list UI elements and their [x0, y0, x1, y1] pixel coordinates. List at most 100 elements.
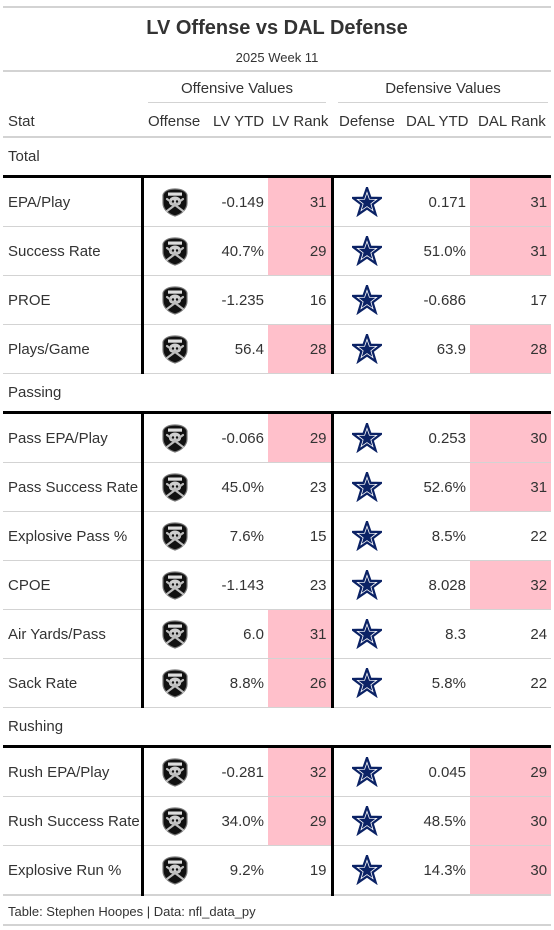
lv-rank-value: 23 — [268, 560, 332, 610]
stat-name: Pass Success Rate — [3, 462, 142, 512]
lv-ytd-value: 7.6% — [206, 511, 268, 561]
cowboys-star-icon — [330, 609, 400, 659]
lv-ytd-value: 6.0 — [206, 609, 268, 659]
group-row: Passing — [3, 373, 552, 414]
lv-ytd-value: 45.0% — [206, 462, 268, 512]
lv-ytd-value: 34.0% — [206, 796, 268, 846]
stat-name: CPOE — [3, 560, 142, 610]
col-header-dal-ytd: DAL YTD — [406, 113, 469, 130]
col-header-lv-rank: LV Rank — [272, 113, 329, 130]
col-header-defense: Defense — [339, 113, 395, 130]
dal-rank-value: 30 — [470, 412, 552, 463]
stat-name: PROE — [3, 275, 142, 325]
raiders-logo-icon — [140, 845, 206, 896]
table-row: Sack Rate 8.8% 26 5.8% 22 — [3, 658, 552, 708]
dal-ytd-value: 8.3 — [400, 609, 470, 659]
dal-rank-value: 17 — [470, 275, 552, 325]
table-row: Rush EPA/Play -0.281 32 0.045 29 — [3, 746, 552, 797]
dal-rank-value: 31 — [470, 462, 552, 512]
cowboys-star-icon — [330, 462, 400, 512]
lv-rank-value: 26 — [268, 658, 332, 708]
cowboys-star-icon — [330, 176, 400, 227]
lv-rank-value: 31 — [268, 609, 332, 659]
source-note: Table: Stephen Hoopes | Data: nfl_data_p… — [8, 904, 256, 919]
table-row: Rush Success Rate 34.0% 29 48.5% 30 — [3, 796, 552, 846]
lv-rank-value: 29 — [268, 226, 332, 276]
lv-rank-value: 19 — [268, 845, 332, 896]
dal-ytd-value: 52.6% — [400, 462, 470, 512]
header-rule — [3, 70, 551, 72]
stat-name: Sack Rate — [3, 658, 142, 708]
raiders-logo-icon — [140, 275, 206, 325]
table-row: Plays/Game 56.4 28 63.9 28 — [3, 324, 552, 374]
cowboys-star-icon — [330, 560, 400, 610]
dal-ytd-value: 63.9 — [400, 324, 470, 374]
stat-name: Success Rate — [3, 226, 142, 276]
raiders-logo-icon — [140, 560, 206, 610]
dal-ytd-value: 8.028 — [400, 560, 470, 610]
lv-ytd-value: -0.066 — [206, 412, 268, 463]
lv-ytd-value: 8.8% — [206, 658, 268, 708]
raiders-logo-icon — [140, 226, 206, 276]
cowboys-star-icon — [330, 746, 400, 797]
lv-rank-value: 16 — [268, 275, 332, 325]
table-row: Success Rate 40.7% 29 51.0% 31 — [3, 226, 552, 276]
dal-ytd-value: -0.686 — [400, 275, 470, 325]
lv-rank-value: 23 — [268, 462, 332, 512]
cowboys-star-icon — [330, 511, 400, 561]
dal-rank-value: 22 — [470, 511, 552, 561]
lv-rank-value: 29 — [268, 796, 332, 846]
lv-rank-value: 32 — [268, 746, 332, 797]
dal-ytd-value: 0.171 — [400, 176, 470, 227]
column-header-rule — [3, 136, 551, 138]
col-header-dal-rank: DAL Rank — [478, 113, 546, 130]
stat-name: Air Yards/Pass — [3, 609, 142, 659]
dal-ytd-value: 8.5% — [400, 511, 470, 561]
table-row: Air Yards/Pass 6.0 31 8.3 24 — [3, 609, 552, 659]
group-row: Rushing — [3, 707, 552, 748]
group-label: Passing — [3, 373, 552, 414]
dal-ytd-value: 51.0% — [400, 226, 470, 276]
defense-spanner: Defensive Values — [385, 80, 501, 97]
table-row: Pass Success Rate 45.0% 23 52.6% 31 — [3, 462, 552, 512]
raiders-logo-icon — [140, 462, 206, 512]
table-subtitle: 2025 Week 11 — [235, 50, 319, 65]
stat-name: Explosive Pass % — [3, 511, 142, 561]
stats-table: Total EPA/Play -0.149 31 0.171 31 Success Rate… — [3, 138, 552, 896]
cowboys-star-icon — [330, 226, 400, 276]
lv-rank-value: 29 — [268, 412, 332, 463]
dal-rank-value: 24 — [470, 609, 552, 659]
lv-ytd-value: -0.281 — [206, 746, 268, 797]
cowboys-star-icon — [330, 845, 400, 896]
table-title: LV Offense vs DAL Defense — [146, 17, 408, 39]
stat-name: Rush EPA/Play — [3, 746, 142, 797]
stat-name: Rush Success Rate — [3, 796, 142, 846]
cowboys-star-icon — [330, 412, 400, 463]
lv-rank-value: 15 — [268, 511, 332, 561]
dal-rank-value: 28 — [470, 324, 552, 374]
dal-ytd-value: 5.8% — [400, 658, 470, 708]
dal-ytd-value: 0.045 — [400, 746, 470, 797]
dal-rank-value: 29 — [470, 746, 552, 797]
defense-spanner-rule — [338, 102, 548, 103]
lv-rank-value: 31 — [268, 176, 332, 227]
stat-name: Plays/Game — [3, 324, 142, 374]
dal-rank-value: 32 — [470, 560, 552, 610]
lv-ytd-value: 56.4 — [206, 324, 268, 374]
raiders-logo-icon — [140, 746, 206, 797]
dal-ytd-value: 0.253 — [400, 412, 470, 463]
table-row: CPOE -1.143 23 8.028 32 — [3, 560, 552, 610]
raiders-logo-icon — [140, 511, 206, 561]
lv-ytd-value: 40.7% — [206, 226, 268, 276]
cowboys-star-icon — [330, 658, 400, 708]
top-rule — [3, 6, 551, 8]
cowboys-star-icon — [330, 324, 400, 374]
col-header-offense: Offense — [148, 113, 201, 130]
dal-ytd-value: 48.5% — [400, 796, 470, 846]
lv-ytd-value: -1.143 — [206, 560, 268, 610]
bottom-rule — [3, 924, 551, 926]
group-label: Total — [3, 138, 552, 178]
raiders-logo-icon — [140, 412, 206, 463]
dal-rank-value: 31 — [470, 226, 552, 276]
